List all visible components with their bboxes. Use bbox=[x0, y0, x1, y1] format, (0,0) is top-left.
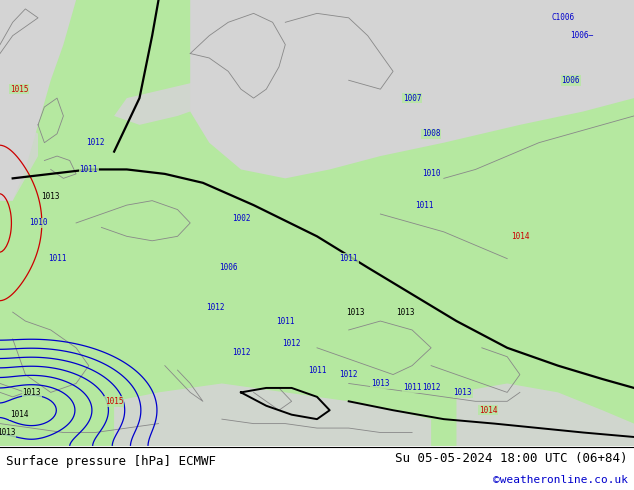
Polygon shape bbox=[190, 0, 634, 178]
Polygon shape bbox=[456, 384, 634, 446]
Text: 1014: 1014 bbox=[510, 232, 529, 241]
Text: 1014: 1014 bbox=[479, 406, 498, 415]
Text: 1013: 1013 bbox=[346, 308, 365, 317]
Text: 1012: 1012 bbox=[86, 138, 105, 147]
Text: 1011: 1011 bbox=[339, 254, 358, 263]
Text: 1015: 1015 bbox=[10, 85, 29, 94]
Text: 1013: 1013 bbox=[396, 308, 415, 317]
Text: C1006: C1006 bbox=[552, 13, 574, 23]
Text: 1011: 1011 bbox=[48, 254, 67, 263]
Text: 1011: 1011 bbox=[307, 366, 327, 374]
Text: 1010: 1010 bbox=[29, 219, 48, 227]
Text: 1013: 1013 bbox=[41, 192, 60, 201]
Polygon shape bbox=[0, 125, 38, 201]
Text: 1006: 1006 bbox=[561, 76, 580, 85]
Text: 1013: 1013 bbox=[0, 428, 16, 437]
Text: 1012: 1012 bbox=[422, 384, 441, 392]
Text: 1002: 1002 bbox=[231, 214, 250, 223]
Text: 1012: 1012 bbox=[282, 339, 301, 348]
Text: 1006—: 1006— bbox=[571, 31, 593, 40]
Text: 1011: 1011 bbox=[276, 317, 295, 325]
Polygon shape bbox=[495, 0, 634, 80]
Text: 1015: 1015 bbox=[105, 397, 124, 406]
Polygon shape bbox=[0, 0, 76, 201]
Polygon shape bbox=[114, 384, 431, 446]
Text: Surface pressure [hPa] ECMWF: Surface pressure [hPa] ECMWF bbox=[6, 455, 216, 468]
Text: 1006: 1006 bbox=[219, 263, 238, 272]
Text: 1007: 1007 bbox=[403, 94, 422, 102]
Text: 1008: 1008 bbox=[422, 129, 441, 138]
Text: 1013: 1013 bbox=[453, 388, 472, 397]
Text: Su 05-05-2024 18:00 UTC (06+84): Su 05-05-2024 18:00 UTC (06+84) bbox=[395, 452, 628, 465]
Text: 1011: 1011 bbox=[403, 384, 422, 392]
Text: 1012: 1012 bbox=[339, 370, 358, 379]
Text: 1010: 1010 bbox=[422, 170, 441, 178]
Text: 1011: 1011 bbox=[415, 200, 434, 210]
Text: 1011: 1011 bbox=[79, 165, 98, 174]
Polygon shape bbox=[114, 80, 222, 125]
Text: 1012: 1012 bbox=[206, 303, 225, 312]
Text: 1013: 1013 bbox=[22, 388, 41, 397]
Text: ©weatheronline.co.uk: ©weatheronline.co.uk bbox=[493, 475, 628, 485]
Text: 1013: 1013 bbox=[371, 379, 390, 388]
Text: 1012: 1012 bbox=[231, 348, 250, 357]
Text: 1014: 1014 bbox=[10, 410, 29, 419]
